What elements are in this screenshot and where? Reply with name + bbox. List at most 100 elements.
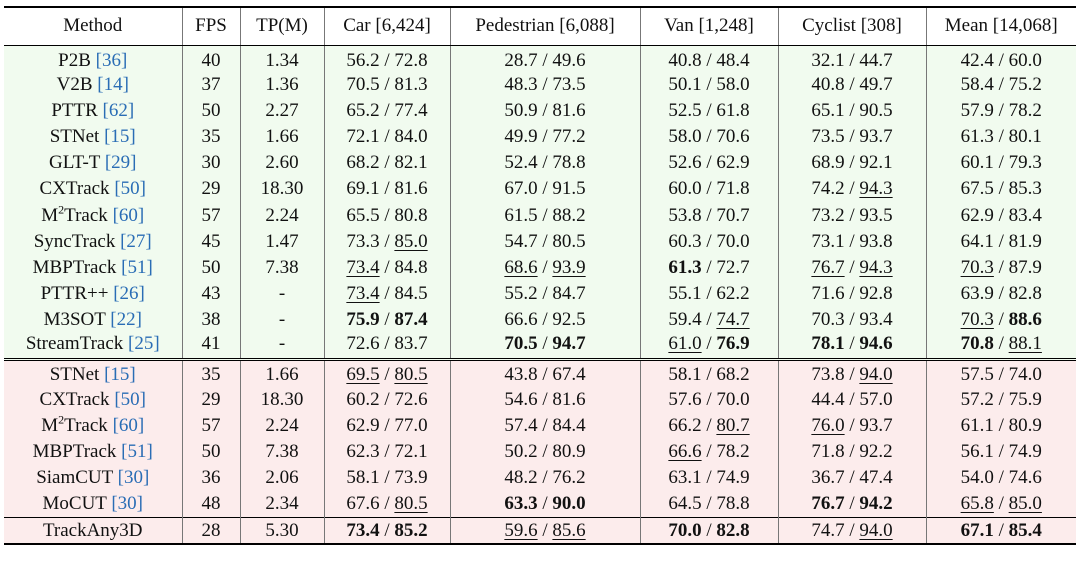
car-cell: 69.5 / 80.5	[324, 358, 451, 387]
success-value: 63.3	[504, 493, 538, 515]
success-value: 70.3	[960, 309, 994, 331]
success-value: 61.0	[668, 333, 702, 355]
ped-cell: 61.5 / 88.2	[450, 202, 641, 229]
method-cell: M2Track [60]	[4, 202, 183, 229]
separator: /	[993, 283, 1009, 305]
cyc-cell: 73.8 / 94.0	[778, 358, 927, 387]
separator: /	[379, 125, 395, 147]
car-cell: 56.2 / 72.8	[324, 45, 451, 72]
separator: /	[701, 283, 717, 305]
citation: [29]	[104, 152, 137, 174]
method-cell: PTTR [62]	[4, 97, 183, 124]
success-value: 65.2	[346, 99, 380, 121]
method-name-suffix: Track	[64, 414, 108, 436]
success-value: 68.9	[811, 152, 845, 174]
success-value: 65.1	[811, 99, 845, 121]
success-value: 66.6	[668, 441, 702, 463]
success-value: 54.0	[960, 467, 994, 489]
separator: /	[844, 309, 860, 331]
separator: /	[379, 178, 395, 200]
separator: /	[844, 178, 860, 200]
precision-value: 79.3	[1008, 152, 1042, 174]
precision-value: 88.2	[552, 204, 586, 226]
precision-value: 92.5	[552, 309, 586, 331]
precision-value: 81.3	[394, 73, 428, 95]
precision-value: 61.8	[716, 99, 750, 121]
separator: /	[844, 414, 860, 436]
tp-cell: 7.38	[240, 438, 325, 466]
citation: [30]	[117, 467, 150, 489]
tp-cell: -	[240, 281, 325, 308]
method-name: STNet	[49, 364, 100, 386]
success-value: 67.1	[960, 519, 994, 541]
cyc-cell: 78.1 / 94.6	[778, 333, 927, 360]
van-cell: 64.5 / 78.8	[640, 491, 779, 518]
success-value: 52.6	[668, 152, 702, 174]
success-value: 66.6	[504, 309, 538, 331]
separator: /	[701, 125, 717, 147]
success-value: 67.6	[346, 493, 380, 515]
fps-cell: 29	[182, 386, 241, 413]
separator: /	[844, 204, 860, 226]
success-value: 60.0	[668, 178, 702, 200]
method-name: V2B	[56, 73, 93, 95]
separator: /	[537, 152, 553, 174]
citation: [50]	[114, 178, 146, 200]
success-value: 72.6	[346, 333, 380, 355]
fps-cell: 48	[182, 491, 241, 518]
cyc-cell: 65.1 / 90.5	[778, 97, 927, 124]
precision-value: 93.5	[859, 204, 893, 226]
tp-cell: -	[240, 307, 325, 334]
ped-cell: 28.7 / 49.6	[450, 45, 641, 72]
van-cell: 59.4 / 74.7	[640, 307, 779, 334]
van-cell: 52.6 / 62.9	[640, 150, 779, 177]
fps-cell: 38	[182, 307, 241, 334]
separator: /	[379, 49, 395, 71]
precision-value: 74.7	[716, 309, 750, 331]
success-value: 69.5	[346, 364, 380, 386]
separator: /	[379, 73, 395, 95]
separator: /	[844, 73, 860, 95]
precision-value: 80.1	[1008, 125, 1042, 147]
success-value: 60.1	[960, 152, 994, 174]
success-value: 62.9	[346, 414, 380, 436]
separator: /	[993, 467, 1009, 489]
separator: /	[379, 283, 395, 305]
precision-value: 93.7	[859, 414, 893, 436]
success-value: 73.2	[811, 204, 845, 226]
success-value: 74.7	[811, 519, 845, 541]
success-value: 70.3	[811, 309, 845, 331]
precision-value: 44.7	[859, 49, 893, 71]
car-cell: 69.1 / 81.6	[324, 176, 451, 203]
separator: /	[993, 49, 1009, 71]
fps-cell: 41	[182, 333, 241, 360]
success-value: 50.2	[504, 441, 538, 463]
van-cell: 57.6 / 70.0	[640, 386, 779, 413]
cyc-cell: 73.1 / 93.8	[778, 228, 927, 255]
success-value: 70.3	[960, 256, 994, 278]
success-value: 70.5	[346, 73, 380, 95]
precision-value: 94.3	[859, 178, 893, 200]
method-name: M3SOT	[43, 309, 106, 331]
success-value: 73.4	[346, 283, 380, 305]
separator: /	[993, 309, 1009, 331]
separator: /	[844, 49, 860, 71]
separator: /	[844, 283, 860, 305]
precision-value: 82.1	[394, 152, 428, 174]
table-row: SyncTrack [27] 45 1.47 73.3 / 85.0 54.7 / 80…	[4, 228, 1076, 255]
separator: /	[537, 519, 553, 541]
car-cell: 72.6 / 83.7	[324, 333, 451, 360]
van-cell: 53.8 / 70.7	[640, 202, 779, 229]
success-value: 32.1	[811, 49, 845, 71]
car-cell: 70.5 / 81.3	[324, 71, 451, 98]
fps-cell: 50	[182, 438, 241, 466]
ped-cell: 50.9 / 81.6	[450, 97, 641, 124]
car-cell: 73.4 / 84.5	[324, 281, 451, 308]
success-value: 50.9	[504, 99, 538, 121]
separator: /	[701, 493, 717, 515]
method-cell: GLT-T [29]	[4, 150, 183, 177]
success-value: 53.8	[668, 204, 702, 226]
van-cell: 55.1 / 62.2	[640, 281, 779, 308]
ped-cell: 59.6 / 85.6	[450, 517, 641, 546]
success-value: 66.2	[668, 414, 702, 436]
